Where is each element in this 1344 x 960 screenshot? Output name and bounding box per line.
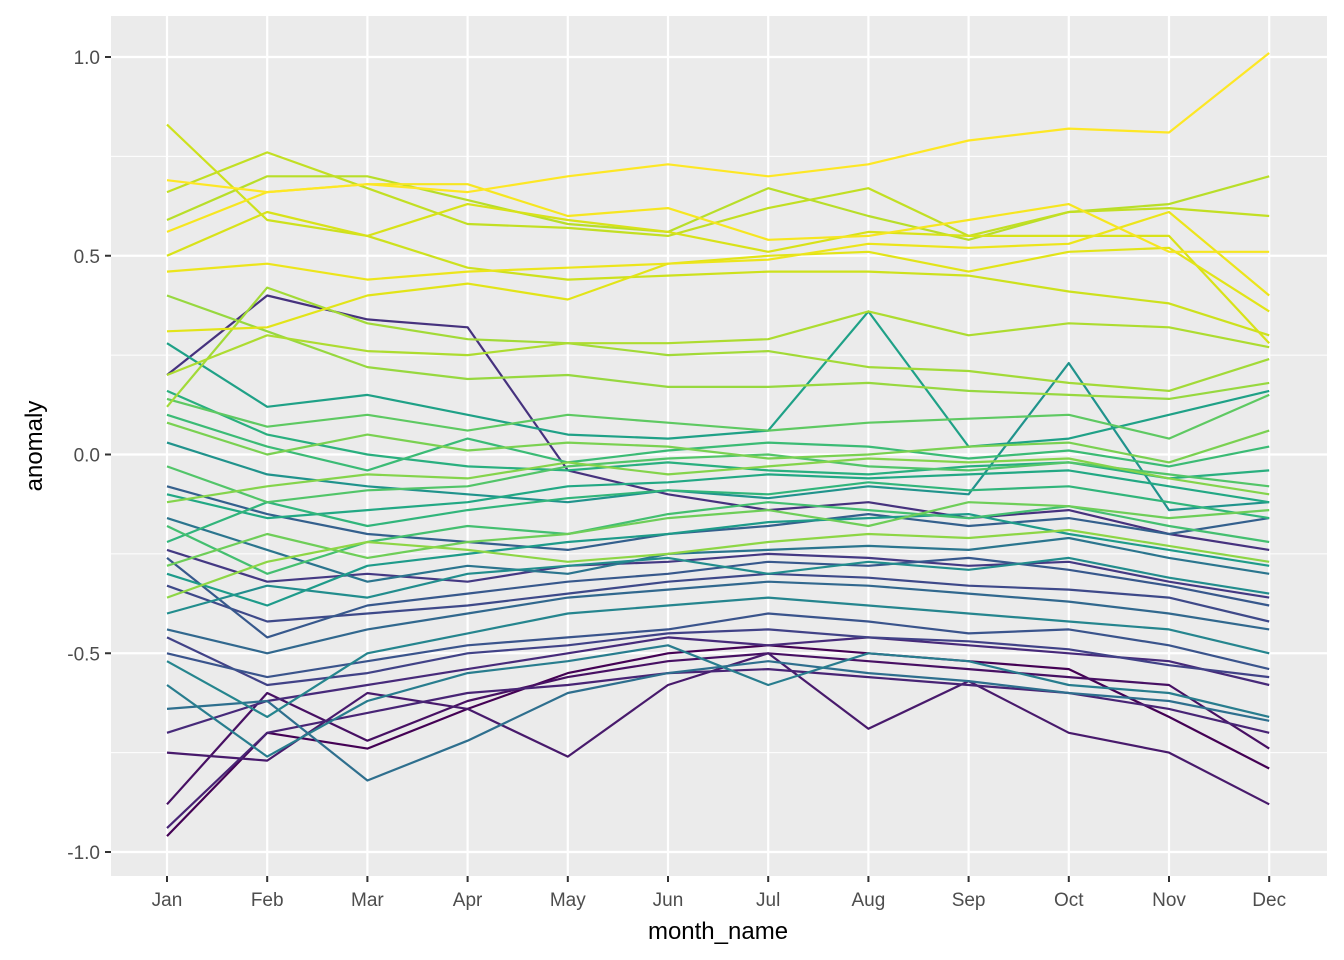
series-line bbox=[166, 310, 1270, 448]
x-tick-label: Feb bbox=[251, 890, 284, 911]
series-line bbox=[166, 203, 1271, 344]
x-axis: Jan Feb Mar Apr May Jun Jul Aug Sep Oct Nov Dec bbox=[152, 876, 1286, 911]
series-line bbox=[166, 393, 1270, 440]
series-line bbox=[166, 469, 1270, 520]
x-tick-label: Aug bbox=[851, 890, 885, 911]
y-tick-label: 1.0 bbox=[74, 48, 100, 69]
series-line bbox=[166, 481, 1270, 544]
series-line bbox=[166, 580, 1270, 655]
series-line bbox=[166, 310, 1270, 377]
x-tick-label: Nov bbox=[1152, 890, 1186, 911]
series-line bbox=[166, 572, 1270, 623]
series-line bbox=[166, 644, 1270, 837]
series-line bbox=[166, 667, 1270, 829]
series-line bbox=[166, 548, 1270, 599]
x-tick-label: Jan bbox=[152, 890, 183, 911]
series-line bbox=[166, 628, 1270, 687]
series-line bbox=[166, 596, 1270, 719]
series-line bbox=[166, 413, 1270, 472]
series-line bbox=[166, 246, 1270, 333]
y-tick-label: -1.0 bbox=[67, 843, 100, 864]
series-layer bbox=[166, 52, 1271, 837]
series-line bbox=[166, 457, 1270, 504]
series-line bbox=[166, 210, 1270, 297]
series-line bbox=[166, 421, 1270, 464]
x-tick-label: Jun bbox=[653, 890, 684, 911]
series-line bbox=[166, 501, 1270, 575]
series-line bbox=[166, 485, 1270, 552]
x-tick-label: Mar bbox=[351, 890, 384, 911]
series-line bbox=[166, 636, 1270, 734]
series-line bbox=[166, 286, 1270, 408]
grid-minor bbox=[111, 155, 1327, 754]
y-axis-title: anomaly bbox=[21, 401, 48, 492]
series-line bbox=[166, 501, 1270, 567]
x-tick-label: May bbox=[550, 890, 586, 911]
series-line bbox=[166, 362, 1270, 512]
series-line bbox=[166, 453, 1270, 504]
series-line bbox=[166, 644, 1270, 758]
series-line bbox=[166, 652, 1270, 806]
series-line bbox=[166, 652, 1270, 806]
series-line bbox=[166, 294, 1270, 400]
x-tick-label: Dec bbox=[1252, 890, 1286, 911]
series-line bbox=[166, 556, 1270, 615]
series-line bbox=[166, 512, 1270, 607]
series-line bbox=[166, 660, 1270, 782]
series-line bbox=[166, 52, 1270, 194]
x-tick-label: Oct bbox=[1054, 890, 1084, 911]
y-tick-label: 0.5 bbox=[74, 247, 100, 268]
series-line bbox=[166, 556, 1270, 639]
y-tick-label: 0.0 bbox=[74, 446, 100, 467]
y-axis: -1.0 -0.5 0.0 0.5 1.0 bbox=[67, 48, 111, 864]
x-tick-label: Apr bbox=[453, 890, 483, 911]
y-tick-label: -0.5 bbox=[67, 644, 100, 665]
series-line bbox=[166, 123, 1270, 337]
series-line bbox=[166, 517, 1270, 583]
series-line bbox=[166, 294, 1270, 551]
x-tick-label: Sep bbox=[952, 890, 986, 911]
x-axis-title: month_name bbox=[648, 918, 788, 945]
x-tick-label: Jul bbox=[756, 890, 780, 911]
series-line bbox=[166, 528, 1270, 599]
